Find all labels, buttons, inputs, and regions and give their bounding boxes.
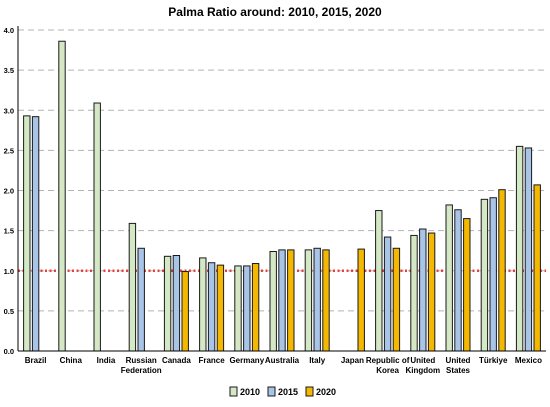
bar (304, 249, 313, 352)
bar (489, 197, 497, 352)
bar (383, 236, 392, 352)
bar (251, 263, 260, 352)
bar (243, 265, 251, 352)
y-tick-label: 3.0 (4, 106, 14, 115)
bar (93, 102, 101, 352)
x-tick-label: Mexico (515, 356, 542, 365)
x-tick-label: Germany (229, 356, 264, 365)
bar (375, 210, 383, 352)
legend-swatch (229, 386, 238, 397)
legend: 2010 2015 2020 (229, 386, 336, 397)
bar (419, 228, 427, 352)
x-tick-label: China (60, 356, 83, 365)
y-tick-label: 1.0 (4, 267, 14, 276)
legend-swatch (267, 386, 276, 397)
y-tick-label: 1.5 (4, 227, 14, 236)
bar (392, 247, 401, 352)
bar (480, 198, 489, 352)
x-tick-label: Türkiye (479, 356, 508, 365)
bars (23, 40, 541, 352)
x-tick-label: Canada (162, 356, 191, 365)
x-tick-label: United States (446, 356, 471, 375)
bar (278, 249, 286, 352)
x-tick-label: India (97, 356, 116, 365)
bar (524, 147, 533, 352)
bar (31, 116, 40, 352)
x-tick-label: Australia (265, 356, 300, 365)
bar (137, 247, 145, 352)
legend-label: 2015 (278, 387, 298, 397)
y-tick-label: 3.5 (4, 66, 14, 75)
legend-swatch (305, 386, 314, 397)
x-tick-label: United Kingdom (405, 356, 440, 375)
bar (172, 255, 181, 352)
bar (287, 249, 295, 352)
bar (207, 262, 216, 352)
x-tick-label: Republic of Korea (366, 356, 410, 375)
legend-label: 2010 (240, 387, 260, 397)
y-tick-label: 0.5 (4, 307, 14, 316)
y-tick-label: 4.0 (4, 26, 14, 35)
x-tick-label: Italy (309, 356, 326, 365)
axes: 0.0 0.5 1.0 1.5 2.0 2.5 3.0 3.5 4.0 Brazil China In… (4, 26, 546, 375)
bar (533, 184, 541, 352)
bar (357, 248, 365, 352)
bar (313, 247, 321, 352)
bar (128, 222, 137, 352)
bar (410, 234, 418, 352)
bar (58, 40, 66, 352)
bar (454, 209, 462, 352)
x-tick-label: Brazil (25, 356, 47, 365)
bar (269, 250, 277, 352)
bar (234, 265, 242, 352)
bar (23, 115, 31, 352)
legend-label: 2020 (316, 387, 336, 397)
bar (181, 271, 189, 352)
bar (322, 249, 330, 352)
x-tick-label: Japan (341, 356, 364, 365)
y-tick-label: 0.0 (4, 347, 14, 356)
bar (163, 255, 172, 352)
bar (199, 257, 207, 352)
bar (498, 189, 506, 352)
y-tick-label: 2.0 (4, 187, 14, 196)
y-tick-label: 2.5 (4, 146, 14, 155)
chart-title: Palma Ratio around: 2010, 2015, 2020 (168, 5, 382, 19)
bar (216, 264, 225, 352)
x-tick-label: Russian Federation (121, 356, 162, 375)
bar (445, 204, 453, 352)
bar (427, 232, 436, 352)
bar (515, 145, 524, 352)
bar (463, 218, 471, 352)
x-tick-label: France (198, 356, 225, 365)
